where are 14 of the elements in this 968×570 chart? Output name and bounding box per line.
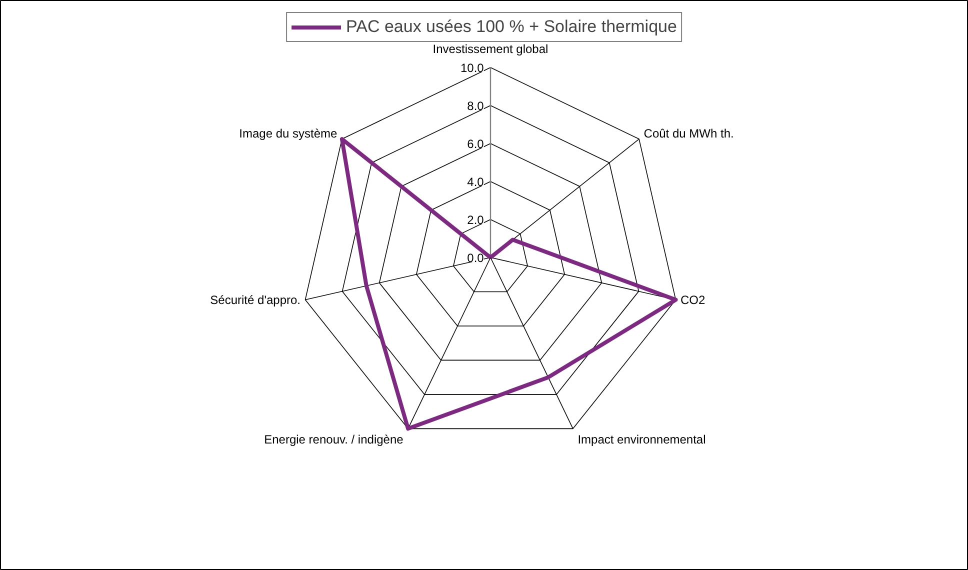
y-tick-label: 10.0 bbox=[460, 61, 484, 75]
y-tick-label: 8.0 bbox=[467, 99, 484, 113]
y-tick-label: 2.0 bbox=[467, 213, 484, 227]
spoke-label: Image du système bbox=[239, 126, 338, 140]
spoke-label: Sécurité d'appro. bbox=[210, 292, 301, 307]
spoke-label: Coût du MWh th. bbox=[644, 126, 734, 140]
y-tick-label: 6.0 bbox=[467, 137, 484, 151]
legend-label: PAC eaux usées 100 % + Solaire thermique bbox=[346, 17, 677, 37]
spoke-label: Energie renouv. / indigène bbox=[264, 432, 404, 446]
y-tick-label: 0.0 bbox=[467, 251, 484, 265]
spoke-label: Impact environnemental bbox=[578, 432, 706, 446]
spoke-label: CO2 bbox=[680, 292, 706, 307]
spoke-label: Investissement global bbox=[432, 42, 548, 56]
y-tick-label: 4.0 bbox=[467, 175, 484, 189]
